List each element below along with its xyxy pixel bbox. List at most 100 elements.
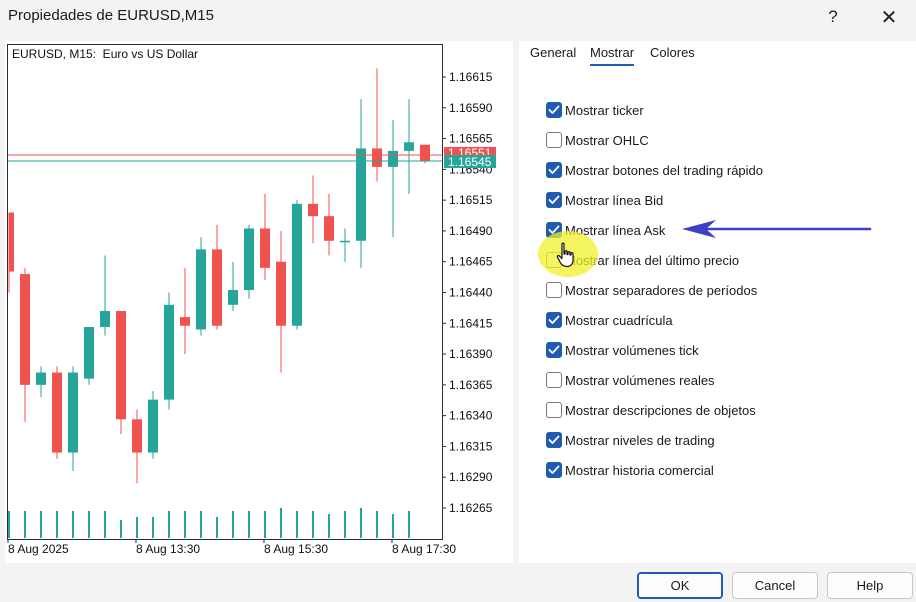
candle-body <box>180 317 190 326</box>
option-label: Mostrar OHLC <box>565 132 649 148</box>
y-tick-label: 1.16515 <box>449 193 493 207</box>
checkbox[interactable] <box>546 132 562 148</box>
candle-body <box>100 310 110 327</box>
candle-body <box>68 372 78 453</box>
candle-body <box>372 148 382 167</box>
candle-body <box>292 203 302 326</box>
candle-body <box>84 326 94 379</box>
option-label: Mostrar botones del trading rápido <box>565 162 764 178</box>
x-tick-label: 8 Aug 15:30 <box>264 542 328 556</box>
option-label: Mostrar volúmenes tick <box>565 342 699 358</box>
title-bar: Propiedades de EURUSD,M15 ? ✕ <box>0 0 916 34</box>
option-row[interactable]: Mostrar niveles de trading <box>546 431 715 449</box>
x-tick-label: 8 Aug 17:30 <box>392 542 456 556</box>
ask-price-tag <box>444 155 496 168</box>
help-icon[interactable]: ? <box>828 7 838 26</box>
option-label: Mostrar cuadrícula <box>565 312 673 328</box>
option-label: Mostrar línea Bid <box>565 192 664 208</box>
checkbox[interactable] <box>546 192 562 208</box>
cancel-button[interactable]: Cancel <box>732 572 818 599</box>
candle-body <box>116 310 126 420</box>
option-row[interactable]: Mostrar OHLC <box>546 131 649 149</box>
tab-mostrar[interactable]: Mostrar <box>590 45 635 66</box>
checkbox[interactable] <box>546 372 562 388</box>
window-title: Propiedades de EURUSD,M15 <box>8 7 214 24</box>
close-icon[interactable]: ✕ <box>880 6 898 29</box>
candle-body <box>420 144 430 161</box>
help-button[interactable]: Help <box>827 572 913 599</box>
candle-body <box>164 304 174 400</box>
option-row[interactable]: Mostrar cuadrícula <box>546 311 673 329</box>
candle-body <box>9 212 14 272</box>
chart-caption: EURUSD, M15: Euro vs US Dollar <box>12 47 199 61</box>
y-tick-label: 1.16265 <box>449 501 493 515</box>
candle-body <box>132 419 142 453</box>
option-row[interactable]: Mostrar volúmenes tick <box>546 341 699 359</box>
option-label: Mostrar línea del último precio <box>565 252 740 268</box>
checkbox[interactable] <box>546 402 562 418</box>
checkbox[interactable] <box>546 282 562 298</box>
candle-body <box>228 290 238 305</box>
tab-colores[interactable]: Colores <box>650 45 695 60</box>
checkbox[interactable] <box>546 312 562 328</box>
candle-body <box>404 142 414 151</box>
option-label: Mostrar línea Ask <box>565 222 666 238</box>
y-tick-label: 1.16415 <box>449 316 493 330</box>
tab-general[interactable]: General <box>530 45 577 60</box>
checkmark-icon <box>548 345 560 354</box>
y-tick-label: 1.16340 <box>449 409 493 423</box>
candle-body <box>260 228 270 268</box>
candle-body <box>276 261 286 326</box>
option-row[interactable]: Mostrar historia comercial <box>546 461 714 479</box>
option-label: Mostrar separadores de períodos <box>565 282 758 298</box>
checkmark-icon <box>548 435 560 444</box>
y-tick-label: 1.16440 <box>449 286 493 300</box>
candle-body <box>148 399 158 453</box>
option-row[interactable]: Mostrar botones del trading rápido <box>546 161 763 179</box>
candle-body <box>356 148 366 241</box>
chart-preview: 1.166151.165901.165651.165401.165151.164… <box>7 68 496 556</box>
checkmark-icon <box>548 315 560 324</box>
y-tick-label: 1.16615 <box>449 70 493 84</box>
y-tick-label: 1.16315 <box>449 439 493 453</box>
y-tick-label: 1.16465 <box>449 255 493 269</box>
x-tick-label: 8 Aug 2025 <box>8 542 69 556</box>
candle-body <box>324 216 334 241</box>
y-tick-label: 1.16390 <box>449 347 493 361</box>
option-label: Mostrar volúmenes reales <box>565 372 715 388</box>
option-row[interactable]: Mostrar ticker <box>546 101 644 119</box>
ok-button[interactable]: OK <box>637 572 723 599</box>
candle-body <box>20 274 30 385</box>
checkbox[interactable] <box>546 162 562 178</box>
checkmark-icon <box>548 165 560 174</box>
option-label: Mostrar historia comercial <box>565 462 714 478</box>
candle-body <box>52 372 62 453</box>
option-row[interactable]: Mostrar volúmenes reales <box>546 371 715 389</box>
checkbox[interactable] <box>546 342 562 358</box>
checkmark-icon <box>548 465 560 474</box>
y-tick-label: 1.16290 <box>449 470 493 484</box>
annotation-arrow-icon <box>682 220 872 238</box>
option-row[interactable]: Mostrar línea Bid <box>546 191 663 209</box>
checkbox[interactable] <box>546 462 562 478</box>
candle-body <box>308 203 318 217</box>
ask-price-label: 1.16545 <box>448 155 492 169</box>
candle-body <box>388 150 398 167</box>
option-row[interactable]: Mostrar descripciones de objetos <box>546 401 756 419</box>
option-label: Mostrar descripciones de objetos <box>565 402 756 418</box>
checkmark-icon <box>548 105 560 114</box>
chart-plot-area <box>7 44 443 540</box>
y-tick-label: 1.16490 <box>449 224 493 238</box>
y-tick-label: 1.16590 <box>449 101 493 115</box>
option-label: Mostrar ticker <box>565 102 644 118</box>
option-label: Mostrar niveles de trading <box>565 432 715 448</box>
hand-cursor-icon <box>556 242 574 268</box>
options-panel <box>519 41 916 563</box>
checkmark-icon <box>548 195 560 204</box>
checkbox[interactable] <box>546 432 562 448</box>
candle-body <box>212 249 222 326</box>
candle-body <box>340 240 350 243</box>
candle-body <box>196 249 206 330</box>
checkbox[interactable] <box>546 102 562 118</box>
option-row[interactable]: Mostrar separadores de períodos <box>546 281 757 299</box>
